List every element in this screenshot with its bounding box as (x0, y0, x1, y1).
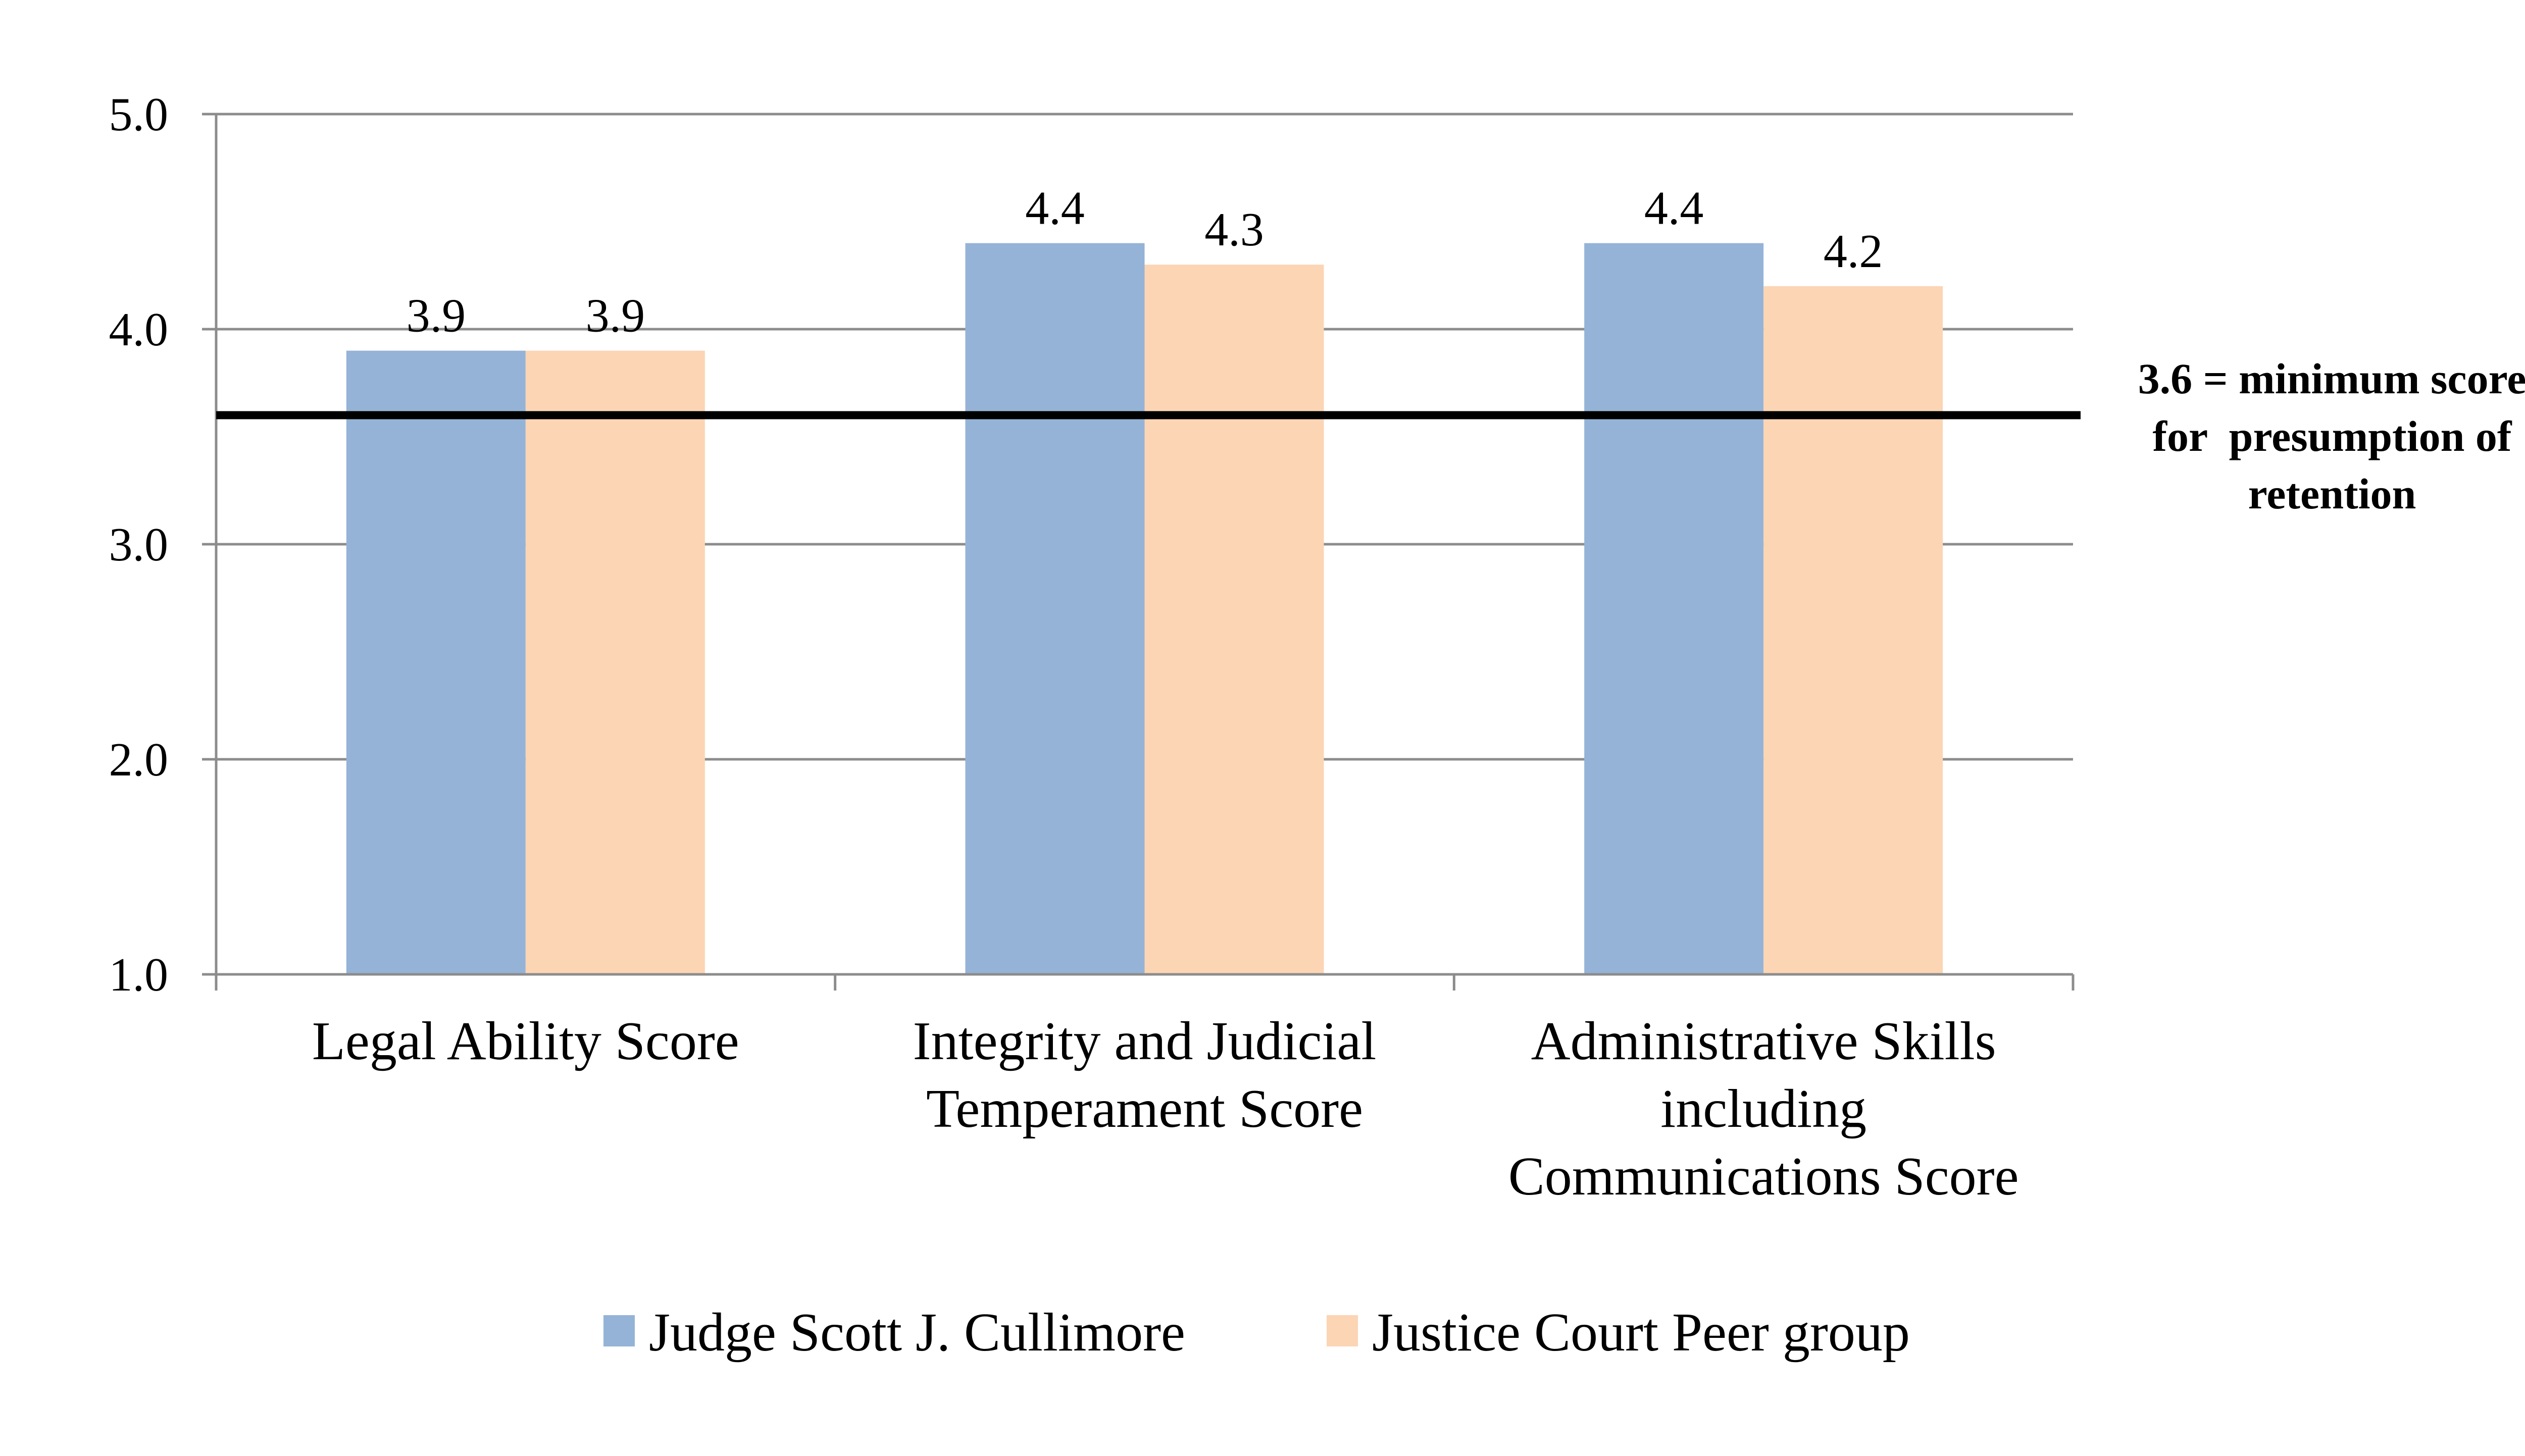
y-tick-label: 4.0 (109, 303, 169, 356)
y-tick-label: 1.0 (109, 949, 169, 1001)
x-category-label: Administrative Skills including Communicat… (1508, 1011, 2019, 1207)
bar (1584, 243, 1764, 975)
data-label: 4.4 (1025, 182, 1085, 235)
bar (965, 243, 1145, 975)
data-label: 3.9 (407, 290, 466, 342)
reference-line-group: 3.6 = minimum score for presumption of ret… (216, 354, 2525, 518)
bar (525, 350, 705, 974)
data-label: 3.9 (586, 290, 645, 342)
bar (1763, 286, 1943, 974)
legend: Judge Scott J. Cullimore Justice Court Pe… (603, 1303, 1910, 1363)
data-label: 4.3 (1204, 203, 1264, 256)
legend-swatch (1327, 1315, 1358, 1346)
data-labels: 3.9 3.9 4.4 4.3 4.4 4.2 (407, 182, 1883, 342)
y-tick-label: 3.0 (109, 518, 169, 571)
bar (1144, 265, 1324, 975)
data-label: 4.2 (1824, 225, 1883, 278)
data-label: 4.4 (1644, 182, 1704, 235)
x-category-label: Legal Ability Score (312, 1011, 739, 1071)
axes: 1.0 2.0 3.0 4.0 5.0 Legal Ability Score Integr… (109, 88, 2075, 1207)
legend-label: Justice Court Peer group (1372, 1303, 1910, 1363)
legend-label: Judge Scott J. Cullimore (649, 1303, 1185, 1363)
y-tick-label: 2.0 (109, 734, 169, 786)
bars (346, 243, 1943, 975)
x-category-label: Integrity and Judicial Temperament Score (913, 1011, 1377, 1139)
legend-swatch (603, 1315, 635, 1346)
reference-line-annotation: 3.6 = minimum score for presumption of ret… (2138, 354, 2525, 518)
bar (346, 350, 526, 974)
y-tick-label: 5.0 (109, 88, 169, 141)
